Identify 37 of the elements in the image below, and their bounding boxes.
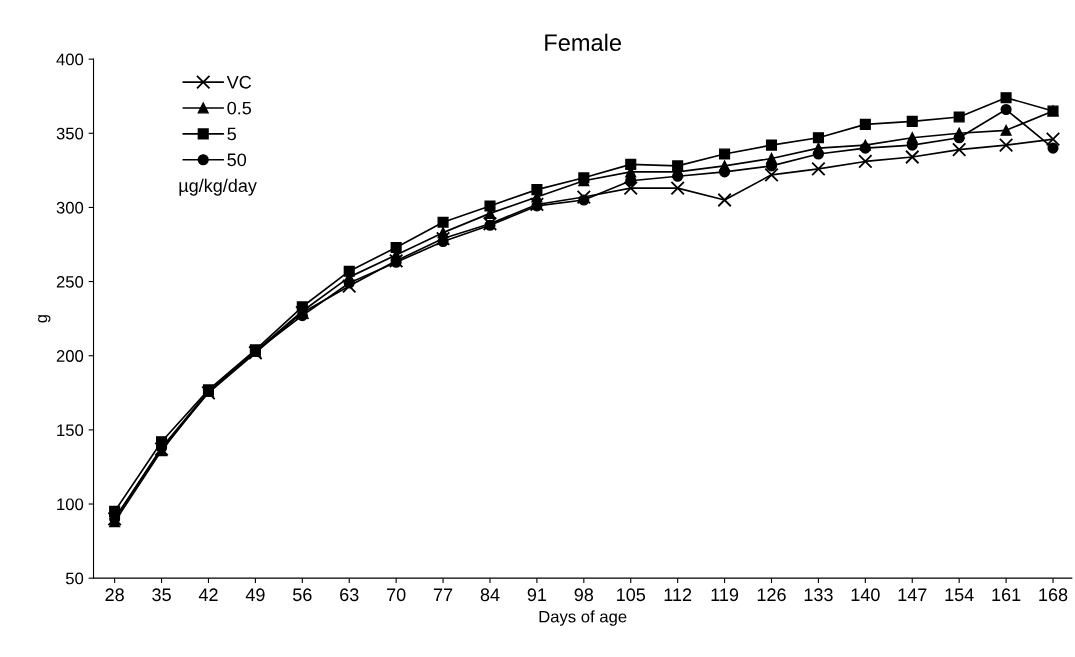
x-tick-label: 28 xyxy=(105,588,124,602)
x-tick-label: 84 xyxy=(480,588,500,602)
x-tick-label: 63 xyxy=(340,588,359,602)
y-tick-label: 350 xyxy=(56,127,84,140)
x-tick-label: 168 xyxy=(1039,588,1068,602)
y-tick-label: 200 xyxy=(56,350,84,362)
chart-title: Female xyxy=(545,33,621,52)
y-tick-label: 100 xyxy=(57,498,84,511)
y-tick-label: 50 xyxy=(65,572,84,585)
y-tick-label: 250 xyxy=(56,275,84,288)
legend-label: VC xyxy=(226,75,252,89)
legend-label: 50 xyxy=(227,153,247,167)
x-tick-label: 105 xyxy=(617,588,646,602)
x-tick-label: 35 xyxy=(152,588,171,602)
x-tick-label: 112 xyxy=(664,588,692,601)
x-tick-label: 133 xyxy=(804,588,833,602)
x-tick-label: 49 xyxy=(245,588,265,602)
legend-label: 5 xyxy=(227,127,236,141)
x-tick-label: 42 xyxy=(198,588,218,601)
x-tick-label: 140 xyxy=(851,588,880,602)
x-tick-label: 154 xyxy=(945,588,974,602)
x-tick-label: 161 xyxy=(992,588,1021,602)
y-tick-label: 150 xyxy=(57,424,84,437)
x-tick-label: 98 xyxy=(574,588,594,602)
x-axis-title: Days of age xyxy=(539,610,627,626)
x-tick-label: 70 xyxy=(387,588,406,602)
x-tick-label: 119 xyxy=(711,588,739,602)
legend-label: 0.5 xyxy=(227,101,252,115)
y-tick-label: 400 xyxy=(56,53,84,66)
y-axis-title: g xyxy=(38,315,51,323)
legend-title: µg/kg/day xyxy=(179,178,257,196)
x-tick-label: 147 xyxy=(898,588,927,601)
x-tick-label: 126 xyxy=(757,588,786,602)
y-tick-label: 300 xyxy=(56,201,84,214)
x-tick-label: 91 xyxy=(527,588,547,602)
x-tick-label: 77 xyxy=(433,588,453,601)
x-tick-label: 56 xyxy=(292,588,312,602)
